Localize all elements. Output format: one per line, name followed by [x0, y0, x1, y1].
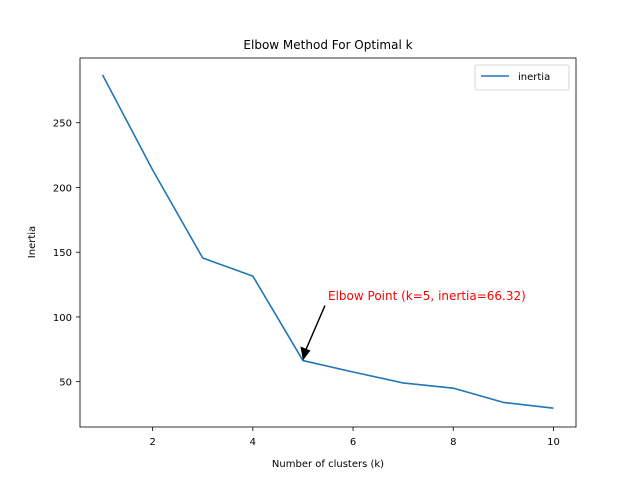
y-tick-label: 50 — [59, 378, 72, 389]
annotation-arrow-shaft — [305, 305, 326, 350]
legend-box — [474, 64, 570, 91]
x-tick-label: 4 — [250, 437, 256, 448]
series-layer — [101, 74, 554, 410]
x-tick-label: 8 — [450, 437, 456, 448]
plot-frame — [79, 57, 577, 428]
annotation-arrow-head — [300, 346, 311, 361]
legend-label-inertia: inertia — [518, 72, 550, 83]
y-axis: 50 100 150 200 250 — [53, 119, 80, 389]
x-axis: 2 4 6 8 10 — [149, 427, 560, 448]
x-tick-label: 2 — [149, 437, 155, 448]
y-axis-label: Inertia — [27, 226, 38, 258]
y-tick-label: 200 — [53, 183, 72, 194]
chart-title: Elbow Method For Optimal k — [243, 38, 412, 52]
x-axis-label: Number of clusters (k) — [272, 459, 384, 470]
annotation-label: Elbow Point (k=5, inertia=66.32) — [328, 289, 526, 303]
x-tick-label: 10 — [547, 437, 560, 448]
y-tick-label: 100 — [53, 313, 72, 324]
x-tick-label: 6 — [350, 437, 356, 448]
legend: inertia — [474, 64, 570, 91]
series-line-inertia — [101, 74, 554, 410]
annotation: Elbow Point (k=5, inertia=66.32) — [300, 289, 526, 361]
y-tick-label: 250 — [53, 119, 72, 130]
y-tick-label: 150 — [53, 248, 72, 259]
